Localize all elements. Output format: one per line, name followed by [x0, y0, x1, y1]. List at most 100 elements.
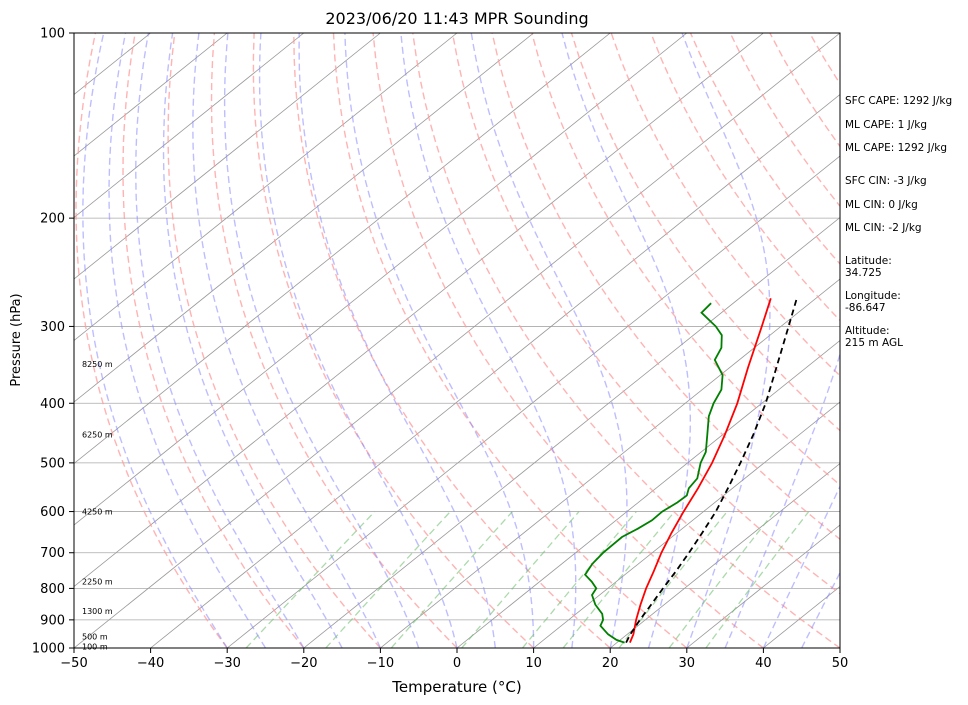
moist-adiabat: [258, 33, 458, 648]
y-tick-label: 200: [40, 212, 65, 227]
dry-adiabat: [929, 33, 968, 648]
x-tick-label: −10: [367, 656, 394, 671]
moist-adiabat: [135, 33, 305, 648]
isotherm-line: [74, 33, 840, 648]
isotherm-line: [74, 33, 381, 280]
stat-altitude-value: 215 m AGL: [845, 337, 903, 349]
height-label: 4250 m: [82, 508, 113, 517]
stat-ml-cin-2: ML CIN: -2 J/kg: [845, 222, 922, 234]
height-label: 6250 m: [82, 431, 113, 440]
isotherm-line: [74, 33, 228, 157]
isotherm-line: [303, 216, 840, 648]
x-tick-label: 30: [679, 656, 696, 671]
isotherm-line: [380, 278, 840, 648]
y-tick-label: 600: [40, 505, 65, 520]
mixing-ratio-line: [325, 511, 451, 648]
y-tick-label: 100: [40, 27, 65, 42]
mixing-ratio-line: [245, 511, 376, 648]
isotherm-line: [150, 93, 840, 648]
isotherm-line: [74, 33, 534, 403]
x-tick-label: −50: [60, 656, 87, 671]
isotherm-line: [609, 462, 840, 648]
isotherm-line: [456, 339, 840, 648]
stat-latitude-label: Latitude:: [845, 255, 892, 267]
isotherm-line: [74, 33, 688, 526]
stats-panel: SFC CAPE: 1292 J/kg ML CAPE: 1 J/kg ML C…: [845, 95, 952, 349]
moist-adiabat: [82, 33, 228, 648]
x-tick-label: −30: [213, 656, 240, 671]
stat-altitude-label: Altitude:: [845, 325, 890, 337]
x-tick-label: −40: [137, 656, 164, 671]
mixing-ratio-line: [390, 511, 513, 648]
dry-adiabat: [122, 33, 305, 648]
stat-latitude-value: 34.725: [845, 267, 882, 279]
stat-longitude-value: -86.647: [845, 302, 886, 314]
dry-adiabat: [293, 33, 611, 648]
y-tick-label: 500: [40, 456, 65, 471]
stat-ml-cape-2: ML CAPE: 1292 J/kg: [845, 142, 947, 154]
y-tick-label: 400: [40, 397, 65, 412]
x-tick-label: 40: [755, 656, 772, 671]
dry-adiabat: [167, 33, 381, 648]
isotherm-line: [74, 33, 458, 342]
x-tick-label: 10: [525, 656, 542, 671]
height-label: 8250 m: [82, 360, 113, 369]
dry-adiabat: [372, 33, 764, 648]
dry-adiabat: [570, 33, 840, 432]
height-label: 500 m: [82, 633, 108, 642]
y-tick-label: 1000: [32, 642, 65, 657]
mixing-ratio-line: [705, 511, 810, 648]
y-tick-label: 700: [40, 546, 65, 561]
moist-adiabat: [108, 33, 267, 648]
x-tick-label: 50: [832, 656, 849, 671]
moist-adiabat: [724, 33, 840, 648]
dry-adiabat: [332, 33, 688, 648]
y-axis: 100 200 300 400 500 600 700 800 900 1000: [32, 27, 74, 657]
mixing-ratio-line: [461, 511, 580, 648]
y-axis-label: Pressure (hPa): [9, 293, 24, 386]
dry-adiabat: [75, 33, 228, 648]
x-axis-label: Temperature (°C): [391, 678, 521, 696]
mixing-ratio-line: [668, 511, 775, 648]
temperature-profile: [629, 298, 772, 643]
moist-adiabat: [344, 33, 535, 648]
isotherm-line: [533, 401, 840, 648]
background-lines: [74, 33, 968, 648]
x-tick-label: 0: [453, 656, 461, 671]
isotherm-line: [686, 524, 840, 648]
height-label: 1300 m: [82, 607, 113, 616]
dry-adiabat: [252, 33, 535, 648]
stat-sfc-cin: SFC CIN: -3 J/kg: [845, 175, 927, 187]
moist-adiabat: [400, 33, 577, 648]
mixing-ratio-line: [521, 511, 637, 648]
moist-adiabat: [223, 33, 420, 648]
y-tick-label: 800: [40, 582, 65, 597]
y-tick-label: 900: [40, 613, 65, 628]
x-axis: −50 −40 −30 −20 −10 0 10 20 30 40 50: [60, 648, 848, 671]
dewpoint-profile: [583, 302, 724, 644]
moist-adiabat: [192, 33, 382, 648]
stat-ml-cape-1: ML CAPE: 1 J/kg: [845, 119, 927, 131]
dry-adiabat: [412, 33, 840, 648]
moist-adiabat: [561, 33, 691, 648]
moist-adiabat: [298, 33, 496, 648]
chart-title: 2023/06/20 11:43 MPR Sounding: [325, 9, 588, 28]
moist-adiabat: [762, 484, 840, 648]
x-tick-label: 20: [602, 656, 619, 671]
y-tick-label: 300: [40, 320, 65, 335]
parcel-profile: [625, 298, 798, 644]
isotherm-line: [226, 155, 840, 648]
stat-longitude-label: Longitude:: [845, 290, 901, 302]
dry-adiabat: [451, 33, 840, 595]
moist-adiabat: [681, 33, 771, 648]
moist-adiabat: [162, 33, 343, 648]
stat-ml-cin-1: ML CIN: 0 J/kg: [845, 199, 918, 211]
mixing-ratio-line: [562, 511, 676, 648]
x-tick-label: −20: [290, 656, 317, 671]
moist-adiabat: [801, 571, 840, 648]
stat-sfc-cape: SFC CAPE: 1292 J/kg: [845, 95, 952, 107]
data-series: [583, 298, 798, 644]
height-label: 100 m: [82, 643, 108, 652]
